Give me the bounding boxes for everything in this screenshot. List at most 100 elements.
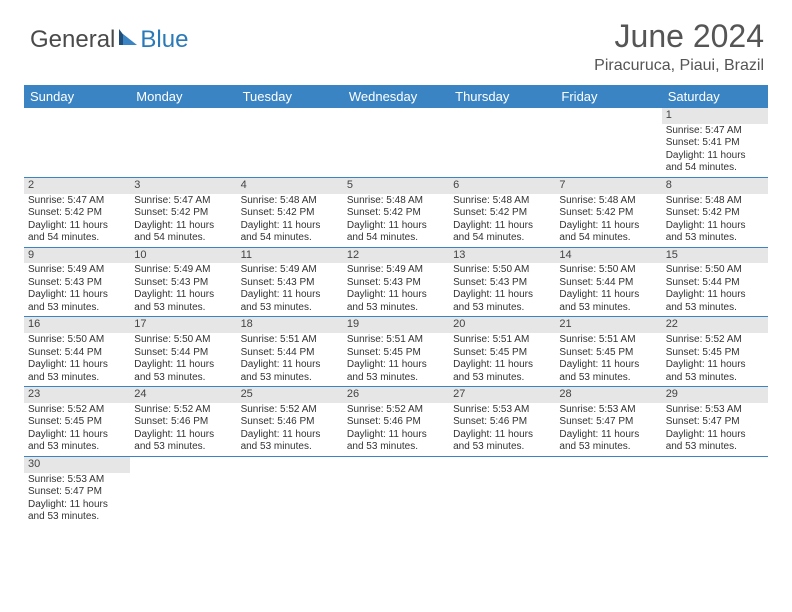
- calendar-day: 20Sunrise: 5:51 AMSunset: 5:45 PMDayligh…: [449, 317, 555, 386]
- sunset-line: Sunset: 5:42 PM: [241, 207, 339, 220]
- calendar-day: 12Sunrise: 5:49 AMSunset: 5:43 PMDayligh…: [343, 248, 449, 317]
- calendar-day: 9Sunrise: 5:49 AMSunset: 5:43 PMDaylight…: [24, 248, 130, 317]
- day-details: Sunrise: 5:48 AMSunset: 5:42 PMDaylight:…: [555, 194, 661, 247]
- day-details: Sunrise: 5:52 AMSunset: 5:45 PMDaylight:…: [662, 333, 768, 386]
- sunset-line: Sunset: 5:45 PM: [666, 347, 764, 360]
- daylight-line: Daylight: 11 hours and 53 minutes.: [241, 429, 339, 454]
- daylight-line: Daylight: 11 hours and 53 minutes.: [134, 289, 232, 314]
- calendar-day: 30Sunrise: 5:53 AMSunset: 5:47 PMDayligh…: [24, 457, 130, 526]
- daylight-line: Daylight: 11 hours and 54 minutes.: [666, 150, 764, 175]
- sunset-line: Sunset: 5:47 PM: [559, 416, 657, 429]
- day-details: Sunrise: 5:48 AMSunset: 5:42 PMDaylight:…: [449, 194, 555, 247]
- brand-part1: General: [30, 26, 115, 54]
- weekday-label: Thursday: [449, 85, 555, 108]
- sunset-line: Sunset: 5:42 PM: [28, 207, 126, 220]
- calendar-empty: [24, 108, 130, 177]
- calendar-week: 23Sunrise: 5:52 AMSunset: 5:45 PMDayligh…: [24, 387, 768, 457]
- day-details: Sunrise: 5:47 AMSunset: 5:42 PMDaylight:…: [130, 194, 236, 247]
- calendar-week: 9Sunrise: 5:49 AMSunset: 5:43 PMDaylight…: [24, 248, 768, 318]
- sunrise-line: Sunrise: 5:50 AM: [134, 334, 232, 347]
- calendar-empty: [449, 108, 555, 177]
- sunrise-line: Sunrise: 5:53 AM: [559, 404, 657, 417]
- daylight-line: Daylight: 11 hours and 54 minutes.: [347, 220, 445, 245]
- sunrise-line: Sunrise: 5:47 AM: [134, 195, 232, 208]
- calendar-day: 29Sunrise: 5:53 AMSunset: 5:47 PMDayligh…: [662, 387, 768, 456]
- day-number: 5: [343, 178, 449, 194]
- day-number: 16: [24, 317, 130, 333]
- sunrise-line: Sunrise: 5:50 AM: [666, 264, 764, 277]
- day-details: Sunrise: 5:52 AMSunset: 5:45 PMDaylight:…: [24, 403, 130, 456]
- sunrise-line: Sunrise: 5:53 AM: [453, 404, 551, 417]
- calendar-empty: [130, 457, 236, 526]
- calendar-empty: [237, 108, 343, 177]
- daylight-line: Daylight: 11 hours and 54 minutes.: [28, 220, 126, 245]
- day-details: Sunrise: 5:51 AMSunset: 5:44 PMDaylight:…: [237, 333, 343, 386]
- calendar-day: 5Sunrise: 5:48 AMSunset: 5:42 PMDaylight…: [343, 178, 449, 247]
- day-number: 9: [24, 248, 130, 264]
- calendar-day: 28Sunrise: 5:53 AMSunset: 5:47 PMDayligh…: [555, 387, 661, 456]
- calendar-day: 24Sunrise: 5:52 AMSunset: 5:46 PMDayligh…: [130, 387, 236, 456]
- day-details: Sunrise: 5:47 AMSunset: 5:42 PMDaylight:…: [24, 194, 130, 247]
- sunrise-line: Sunrise: 5:50 AM: [453, 264, 551, 277]
- sunrise-line: Sunrise: 5:52 AM: [134, 404, 232, 417]
- day-details: Sunrise: 5:50 AMSunset: 5:44 PMDaylight:…: [130, 333, 236, 386]
- day-number: 27: [449, 387, 555, 403]
- sunset-line: Sunset: 5:44 PM: [666, 277, 764, 290]
- day-details: Sunrise: 5:50 AMSunset: 5:43 PMDaylight:…: [449, 263, 555, 316]
- day-details: Sunrise: 5:53 AMSunset: 5:47 PMDaylight:…: [555, 403, 661, 456]
- day-number: 19: [343, 317, 449, 333]
- day-details: Sunrise: 5:53 AMSunset: 5:46 PMDaylight:…: [449, 403, 555, 456]
- sunrise-line: Sunrise: 5:48 AM: [347, 195, 445, 208]
- sunset-line: Sunset: 5:45 PM: [453, 347, 551, 360]
- daylight-line: Daylight: 11 hours and 54 minutes.: [559, 220, 657, 245]
- sunset-line: Sunset: 5:46 PM: [134, 416, 232, 429]
- sunrise-line: Sunrise: 5:50 AM: [28, 334, 126, 347]
- sunrise-line: Sunrise: 5:51 AM: [347, 334, 445, 347]
- daylight-line: Daylight: 11 hours and 53 minutes.: [28, 499, 126, 524]
- calendar-day: 27Sunrise: 5:53 AMSunset: 5:46 PMDayligh…: [449, 387, 555, 456]
- calendar-empty: [130, 108, 236, 177]
- day-number: 8: [662, 178, 768, 194]
- sunset-line: Sunset: 5:42 PM: [134, 207, 232, 220]
- sunset-line: Sunset: 5:43 PM: [453, 277, 551, 290]
- day-number: 29: [662, 387, 768, 403]
- day-number: 23: [24, 387, 130, 403]
- calendar-week: 1Sunrise: 5:47 AMSunset: 5:41 PMDaylight…: [24, 108, 768, 178]
- daylight-line: Daylight: 11 hours and 54 minutes.: [453, 220, 551, 245]
- sunrise-line: Sunrise: 5:51 AM: [559, 334, 657, 347]
- weekday-label: Wednesday: [343, 85, 449, 108]
- day-details: Sunrise: 5:50 AMSunset: 5:44 PMDaylight:…: [555, 263, 661, 316]
- weekday-label: Saturday: [662, 85, 768, 108]
- sunset-line: Sunset: 5:47 PM: [28, 486, 126, 499]
- sail-icon: [117, 26, 139, 54]
- sunrise-line: Sunrise: 5:49 AM: [28, 264, 126, 277]
- day-number: 24: [130, 387, 236, 403]
- calendar-day: 25Sunrise: 5:52 AMSunset: 5:46 PMDayligh…: [237, 387, 343, 456]
- location-label: Piracuruca, Piaui, Brazil: [594, 57, 764, 75]
- day-details: Sunrise: 5:49 AMSunset: 5:43 PMDaylight:…: [130, 263, 236, 316]
- calendar-week: 2Sunrise: 5:47 AMSunset: 5:42 PMDaylight…: [24, 178, 768, 248]
- calendar-day: 18Sunrise: 5:51 AMSunset: 5:44 PMDayligh…: [237, 317, 343, 386]
- daylight-line: Daylight: 11 hours and 53 minutes.: [347, 289, 445, 314]
- sunset-line: Sunset: 5:41 PM: [666, 137, 764, 150]
- calendar-day: 13Sunrise: 5:50 AMSunset: 5:43 PMDayligh…: [449, 248, 555, 317]
- daylight-line: Daylight: 11 hours and 53 minutes.: [241, 359, 339, 384]
- day-details: Sunrise: 5:48 AMSunset: 5:42 PMDaylight:…: [662, 194, 768, 247]
- calendar-day: 2Sunrise: 5:47 AMSunset: 5:42 PMDaylight…: [24, 178, 130, 247]
- daylight-line: Daylight: 11 hours and 53 minutes.: [666, 289, 764, 314]
- sunset-line: Sunset: 5:43 PM: [347, 277, 445, 290]
- day-number: 21: [555, 317, 661, 333]
- daylight-line: Daylight: 11 hours and 53 minutes.: [241, 289, 339, 314]
- calendar-day: 16Sunrise: 5:50 AMSunset: 5:44 PMDayligh…: [24, 317, 130, 386]
- daylight-line: Daylight: 11 hours and 53 minutes.: [134, 359, 232, 384]
- weeks-container: 1Sunrise: 5:47 AMSunset: 5:41 PMDaylight…: [24, 108, 768, 526]
- day-number: 22: [662, 317, 768, 333]
- day-details: Sunrise: 5:49 AMSunset: 5:43 PMDaylight:…: [24, 263, 130, 316]
- calendar-empty: [237, 457, 343, 526]
- calendar: Sunday Monday Tuesday Wednesday Thursday…: [24, 85, 768, 526]
- weekday-label: Sunday: [24, 85, 130, 108]
- sunset-line: Sunset: 5:42 PM: [559, 207, 657, 220]
- day-number: 11: [237, 248, 343, 264]
- calendar-day: 1Sunrise: 5:47 AMSunset: 5:41 PMDaylight…: [662, 108, 768, 177]
- daylight-line: Daylight: 11 hours and 53 minutes.: [453, 359, 551, 384]
